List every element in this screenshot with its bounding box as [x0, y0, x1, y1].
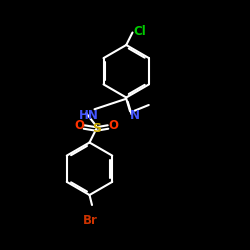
- Text: S: S: [92, 122, 101, 135]
- Text: HN: HN: [79, 109, 99, 122]
- Text: N: N: [130, 109, 140, 122]
- Text: Cl: Cl: [134, 25, 146, 38]
- Text: Br: Br: [82, 214, 98, 227]
- Text: O: O: [108, 119, 118, 132]
- Text: O: O: [74, 119, 85, 132]
